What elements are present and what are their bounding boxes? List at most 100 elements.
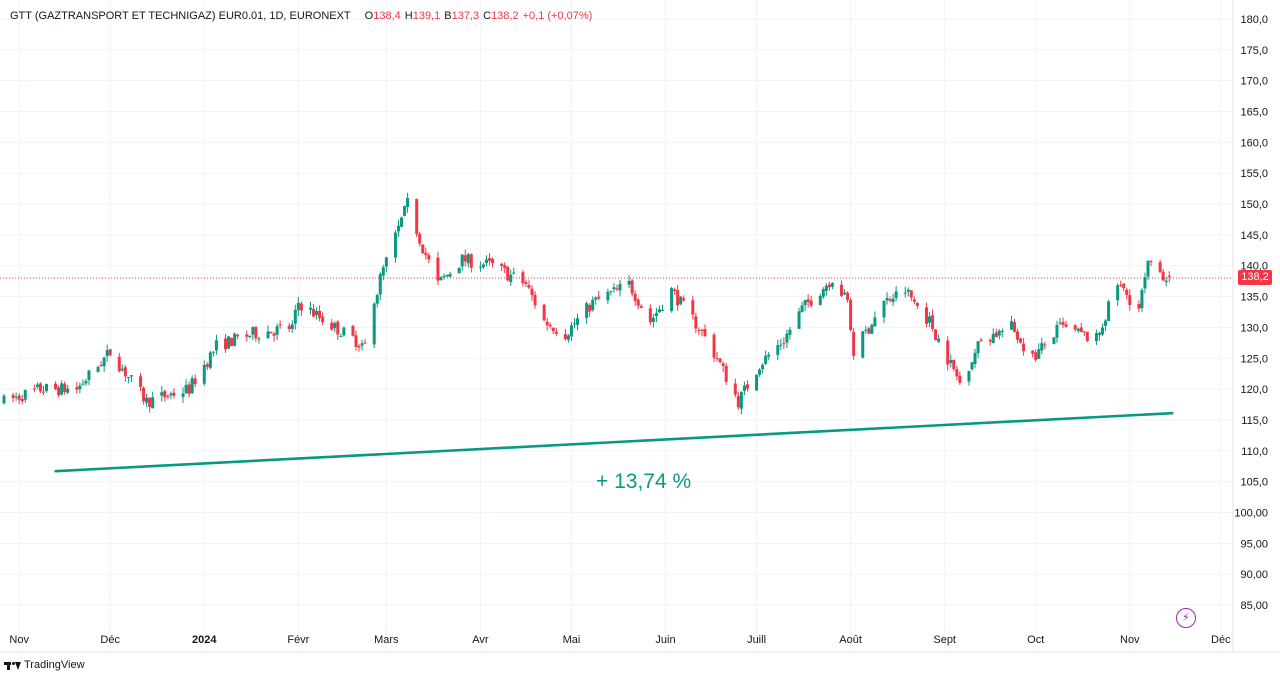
price-tick-label: 145,0 — [1240, 230, 1268, 242]
price-axis-labels: 180,0 175,0 170,0 165,0 160,0 155,0 150,0 145,0… — [1234, 14, 1268, 612]
candle-body — [257, 338, 261, 340]
candle-body — [636, 299, 640, 306]
candle-body — [703, 328, 707, 337]
candle-body — [1146, 260, 1150, 277]
candle-body — [145, 397, 149, 403]
candle-body — [566, 335, 570, 340]
candle-body — [384, 257, 388, 267]
candle-body — [761, 364, 765, 370]
candle-body — [2, 395, 6, 404]
candle-body — [78, 385, 82, 390]
open-label: O — [364, 10, 374, 22]
trendline-annotation: + 13,74 % — [596, 470, 692, 493]
candle-body — [742, 385, 746, 391]
price-tick-label: 135,0 — [1240, 292, 1268, 304]
candle-body — [1085, 331, 1089, 341]
candle-body — [630, 280, 634, 294]
candle-body — [1043, 344, 1047, 346]
candle-body — [1061, 321, 1065, 326]
price-tick-label: 85,00 — [1240, 600, 1268, 612]
candle-body — [427, 255, 431, 260]
candle-body — [633, 293, 637, 301]
candle-body — [151, 397, 155, 409]
candle-body — [712, 334, 716, 358]
candle-body — [891, 298, 895, 303]
candle-body — [424, 252, 428, 256]
candle-body — [318, 310, 322, 318]
price-tick-label: 175,0 — [1240, 45, 1268, 57]
candle-body — [375, 295, 379, 304]
candle-body — [84, 381, 88, 384]
candle-body — [733, 383, 737, 395]
candle-body — [87, 370, 91, 380]
candle-body — [588, 304, 592, 312]
candle-body — [827, 284, 831, 288]
candle-body — [35, 384, 39, 388]
candle-body — [1164, 280, 1168, 283]
candle-body — [1052, 337, 1056, 344]
candle-body — [721, 363, 725, 367]
candle-body — [745, 384, 749, 389]
candle-body — [187, 384, 191, 395]
candle-body — [697, 330, 701, 332]
candle-body — [442, 276, 446, 278]
candle-body — [627, 280, 631, 285]
candle-body — [1094, 333, 1098, 342]
candle-body — [521, 272, 525, 284]
candle-body — [269, 331, 273, 334]
candle-body — [840, 284, 844, 296]
candle-body — [272, 333, 276, 336]
candle-body — [17, 395, 21, 400]
footer-brand[interactable]: TradingView — [4, 659, 85, 671]
candle-body — [809, 300, 813, 306]
price-tick-label: 115,0 — [1241, 415, 1268, 427]
candle-body — [1034, 352, 1038, 360]
candle-body — [1058, 322, 1062, 324]
candle-body — [436, 257, 440, 281]
candle-body — [1158, 262, 1162, 273]
candle-body — [1016, 331, 1020, 340]
candle-body — [1137, 303, 1141, 309]
candle-body — [924, 307, 928, 324]
candle-body — [1064, 324, 1068, 327]
candle-body — [445, 275, 449, 277]
candle-body — [117, 356, 121, 372]
candle-body — [718, 358, 722, 363]
candle-body — [11, 394, 15, 398]
candle-body — [500, 263, 504, 266]
candle-body — [1037, 349, 1041, 359]
candle-body — [287, 325, 291, 330]
high-value: 139,1 — [412, 10, 441, 22]
low-value: 137,3 — [451, 10, 480, 22]
time-tick-label: Déc — [100, 634, 120, 646]
candle-body — [979, 339, 983, 341]
candle-body — [315, 311, 319, 316]
lightning-bolt-icon[interactable]: ⚡ — [1176, 608, 1196, 628]
candle-body — [484, 259, 488, 264]
candle-body — [949, 360, 953, 364]
candle-body — [864, 329, 868, 331]
candle-body — [481, 264, 485, 268]
candle-body — [764, 355, 768, 364]
low-label: B — [444, 10, 452, 22]
candle-body — [38, 383, 42, 392]
candle-body — [415, 198, 419, 235]
candle-body — [1122, 283, 1126, 289]
candle-body — [81, 383, 85, 385]
candle-body — [1104, 320, 1108, 326]
trendline[interactable] — [54, 411, 1174, 473]
candle-body — [396, 225, 400, 232]
price-tick-label: 150,0 — [1240, 199, 1268, 211]
time-axis-labels: Nov Déc 2024 Févr Mars Avr Mai Juin Juill Août Sep… — [9, 634, 1231, 646]
candle-body — [333, 323, 337, 329]
candle-body — [126, 376, 130, 378]
candle-body — [861, 331, 865, 358]
time-tick-label: Août — [839, 634, 862, 646]
candle-body — [381, 267, 385, 276]
candle-body — [296, 302, 300, 311]
candle-body — [767, 354, 771, 357]
candle-body — [994, 332, 998, 338]
candle-body — [800, 305, 804, 313]
price-tick-label: 155,0 — [1240, 168, 1268, 180]
